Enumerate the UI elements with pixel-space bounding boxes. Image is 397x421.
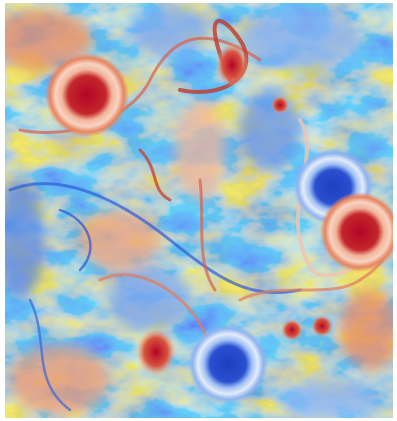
vorticity-field [0,0,397,421]
field [0,3,397,420]
page [0,0,397,421]
